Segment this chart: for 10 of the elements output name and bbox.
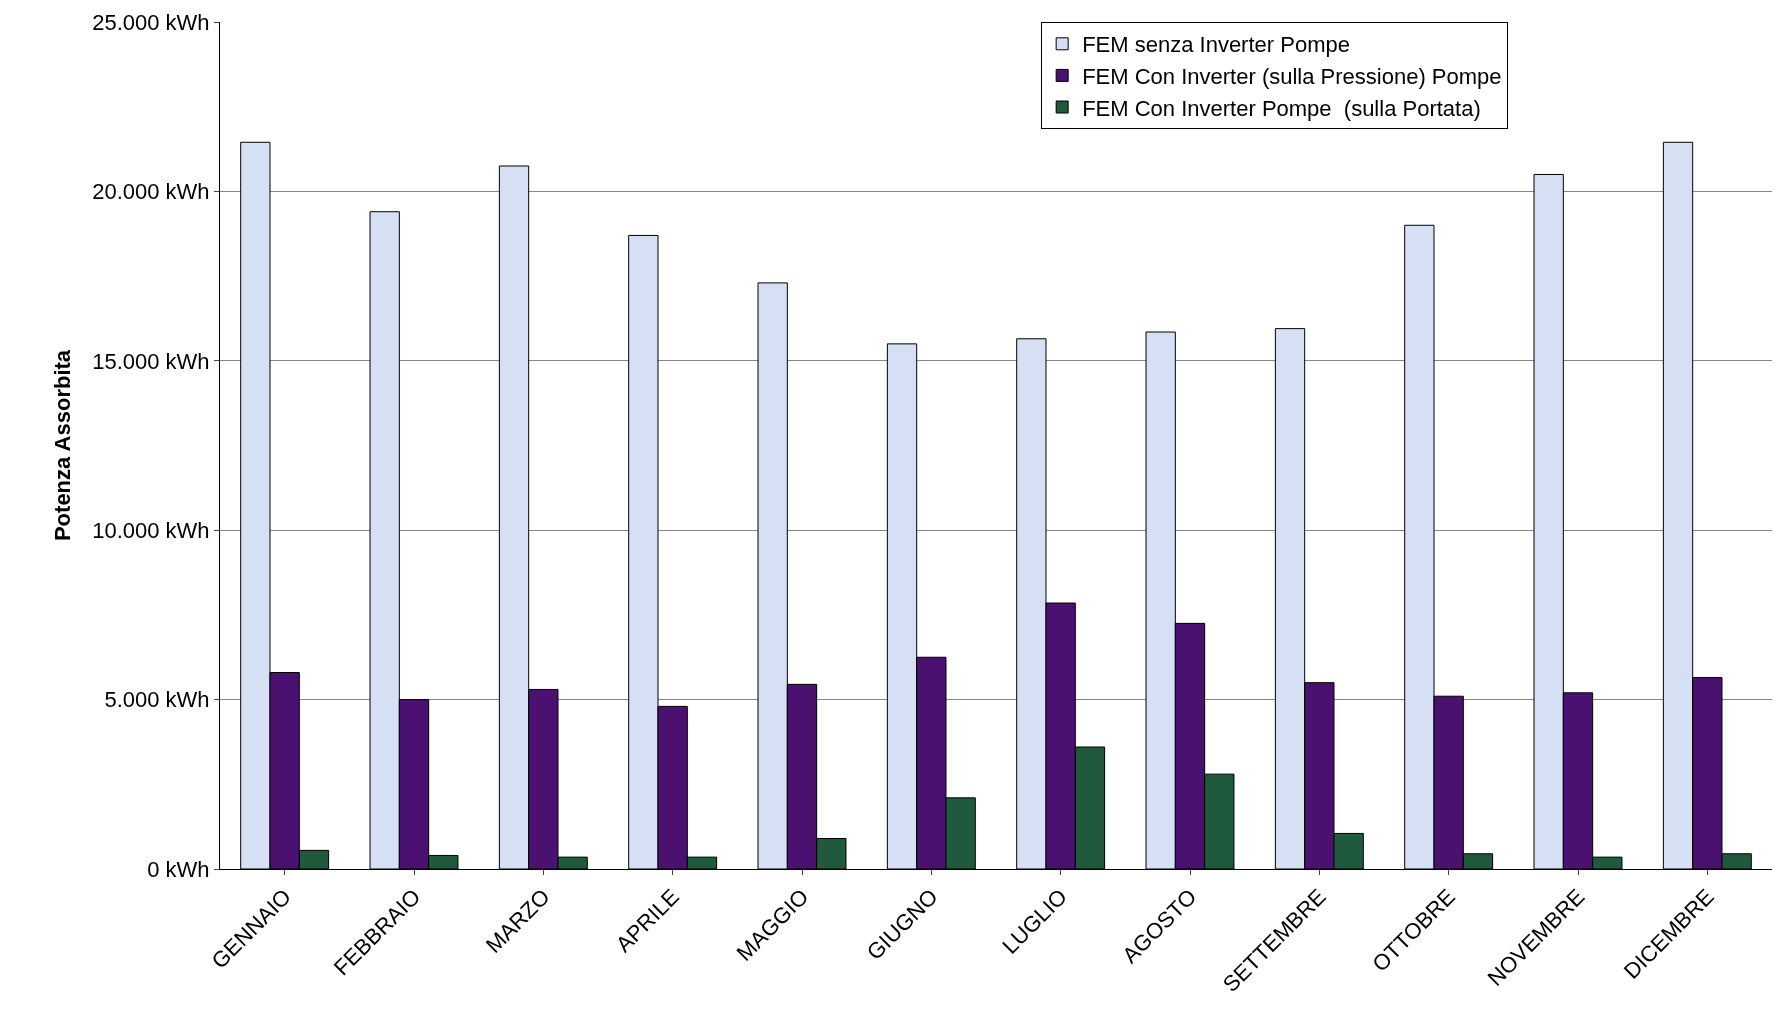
legend-label: FEM senza Inverter Pompe bbox=[1082, 32, 1350, 58]
y-tick-label: 5.000 kWh bbox=[104, 687, 210, 713]
y-tick-label: 10.000 kWh bbox=[92, 517, 210, 543]
legend-label: FEM Con Inverter (sulla Pressione) Pompe bbox=[1082, 63, 1502, 89]
y-tick-label: 25.000 kWh bbox=[92, 9, 210, 35]
y-tick-label: 15.000 kWh bbox=[92, 348, 210, 374]
y-axis-title: Potenza Assorbita bbox=[49, 349, 75, 542]
y-tick-label: 20.000 kWh bbox=[92, 179, 210, 205]
y-tick-label: 0 kWh bbox=[147, 856, 210, 882]
legend-label: FEM Con Inverter Pompe (sulla Portata) bbox=[1082, 95, 1481, 121]
